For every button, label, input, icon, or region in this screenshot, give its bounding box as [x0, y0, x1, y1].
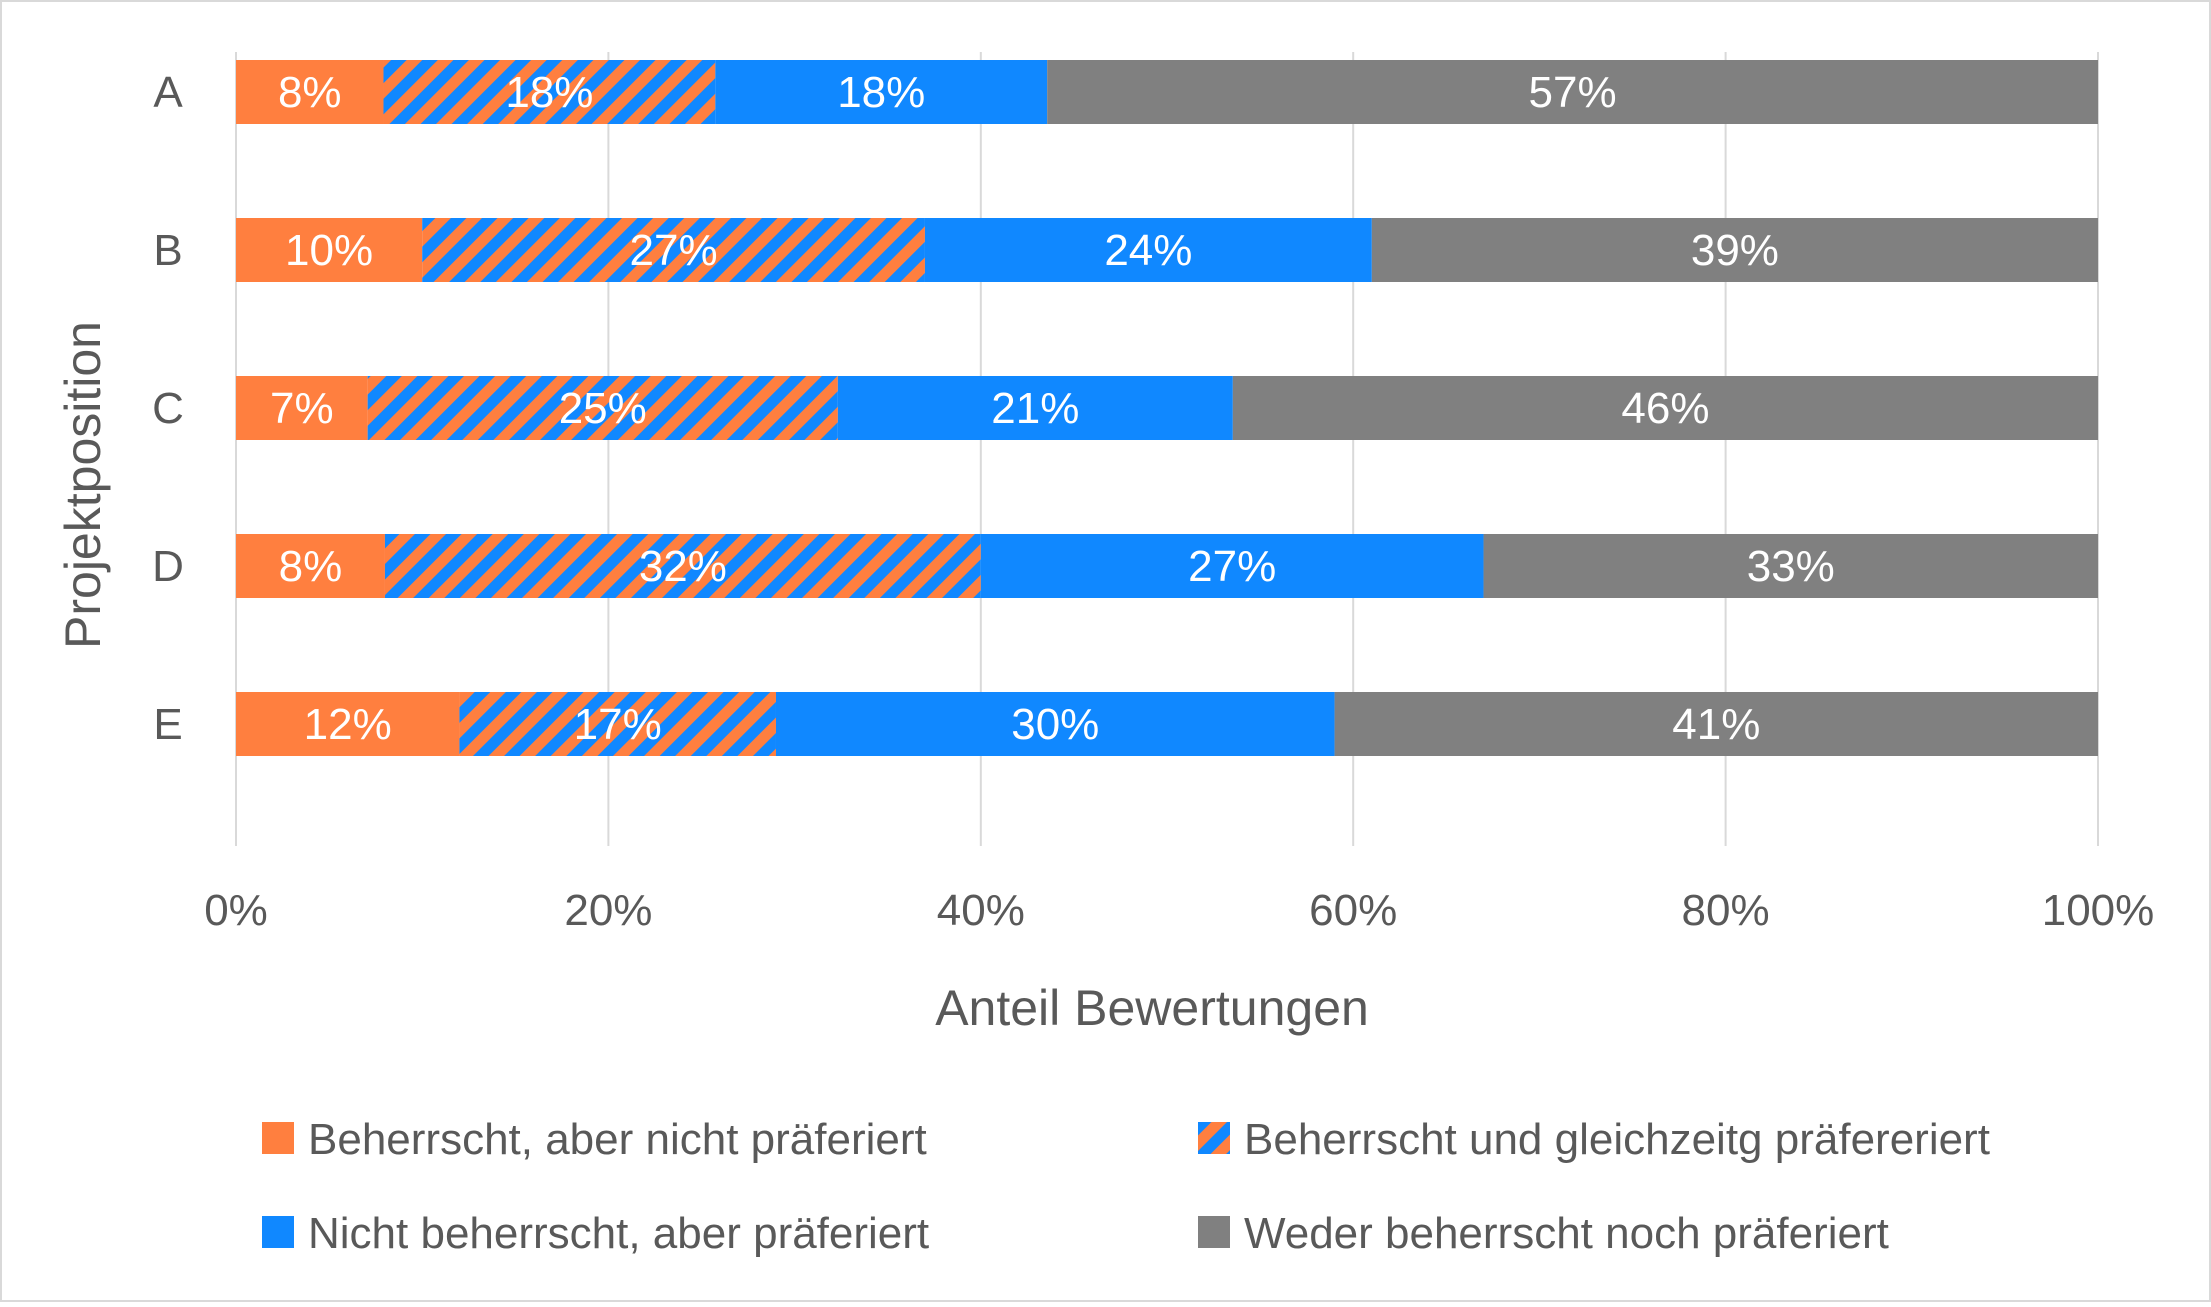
bar-segment — [1047, 60, 2098, 124]
bar-segment — [1483, 534, 2098, 598]
bar-segment — [459, 692, 776, 756]
bar-segment — [775, 692, 1335, 756]
data-label: 17% — [574, 700, 662, 749]
bar-segment — [236, 692, 460, 756]
data-label: 41% — [1672, 700, 1760, 749]
data-label: 25% — [559, 384, 647, 433]
legend-swatch — [262, 1216, 294, 1248]
x-tick-label: 100% — [2042, 886, 2155, 935]
bar-segment — [715, 60, 1048, 124]
y-tick-label: C — [152, 384, 184, 433]
y-tick-label: E — [153, 700, 182, 749]
y-axis-tick-labels: A B C D E — [152, 68, 184, 749]
bar-labels: 8% 18% 18% 57% 10% 27% 24% 39% 7% 25% 21% 46% 8% 32% 2… — [270, 68, 1835, 749]
bar-segment — [980, 534, 1484, 598]
y-tick-label: D — [152, 542, 184, 591]
data-label: 46% — [1621, 384, 1709, 433]
bar-segment — [837, 376, 1233, 440]
x-axis-tick-labels: 0% 20% 40% 60% 80% 100% — [204, 886, 2154, 935]
bar-segment — [422, 218, 925, 282]
data-label: 39% — [1691, 226, 1779, 275]
bar-segment — [1334, 692, 2098, 756]
bar-segment — [367, 376, 838, 440]
legend: Beherrscht, aber nicht präferiert Beherrs… — [262, 1115, 1990, 1258]
bar-segment — [236, 60, 384, 124]
data-label: 8% — [278, 68, 342, 117]
bar-segment — [383, 60, 716, 124]
data-label: 24% — [1104, 226, 1192, 275]
data-label: 7% — [270, 384, 334, 433]
data-label: 27% — [1188, 542, 1276, 591]
bar-segment — [236, 376, 368, 440]
data-label: 12% — [304, 700, 392, 749]
data-label: 18% — [837, 68, 925, 117]
legend-label: Beherrscht, aber nicht präferiert — [308, 1115, 927, 1164]
y-axis-title: Projektposition — [55, 321, 111, 649]
y-tick-label: A — [153, 68, 183, 117]
data-label: 8% — [279, 542, 343, 591]
x-axis-title: Anteil Bewertungen — [935, 980, 1369, 1036]
bars — [236, 60, 2098, 756]
bar-segment — [1371, 218, 2098, 282]
legend-label: Nicht beherrscht, aber präferiert — [308, 1209, 929, 1258]
legend-swatch — [1198, 1122, 1230, 1154]
data-label: 21% — [991, 384, 1079, 433]
bar-segment — [236, 534, 385, 598]
data-label: 27% — [630, 226, 718, 275]
x-tick-label: 80% — [1682, 886, 1770, 935]
legend-label: Beherrscht und gleichzeitg präfereriert — [1244, 1115, 1990, 1164]
data-label: 30% — [1011, 700, 1099, 749]
x-tick-label: 60% — [1309, 886, 1397, 935]
x-tick-label: 20% — [564, 886, 652, 935]
legend-swatch — [262, 1122, 294, 1154]
x-tick-label: 40% — [937, 886, 1025, 935]
bar-segment — [1232, 376, 2098, 440]
bar-segment — [384, 534, 981, 598]
data-label: 18% — [505, 68, 593, 117]
x-tick-label: 0% — [204, 886, 268, 935]
data-label: 10% — [285, 226, 373, 275]
y-tick-label: B — [153, 226, 182, 275]
bar-segment — [924, 218, 1372, 282]
bar-segment — [236, 218, 423, 282]
data-label: 57% — [1529, 68, 1617, 117]
legend-label: Weder beherrscht noch präferiert — [1244, 1209, 1889, 1258]
legend-swatch — [1198, 1216, 1230, 1248]
data-label: 33% — [1747, 542, 1835, 591]
data-label: 32% — [639, 542, 727, 591]
